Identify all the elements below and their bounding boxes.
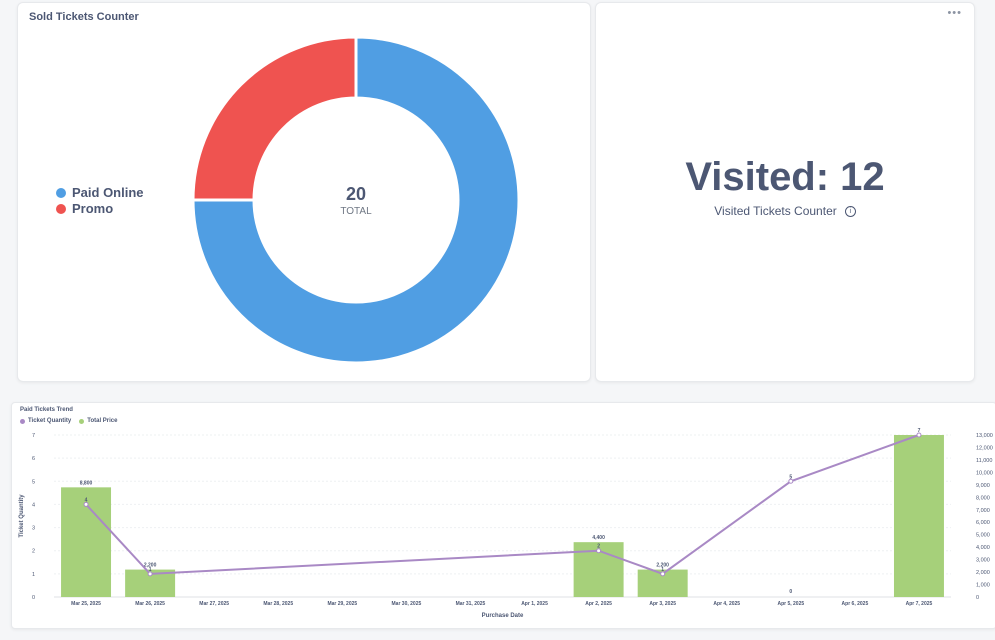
bar-value-label: 4,400 [592,535,605,541]
legend-item-total-price[interactable]: Total Price [79,418,117,424]
y-left-tick-label: 1 [32,572,35,578]
x-tick-label: Apr 6, 2025 [842,601,869,607]
info-icon[interactable]: i [844,205,856,217]
x-tick-label: Apr 5, 2025 [777,601,804,607]
y-right-tick-label: 2,000 [976,570,990,576]
legend-label-ticket-quantity: Ticket Quantity [28,418,72,424]
legend-item-paid-online[interactable]: Paid Online [56,185,144,200]
y-right-tick-label: 10,000 [976,470,993,476]
y-left-tick-label: 4 [32,502,35,508]
bar-value-label: 0 [789,589,792,595]
trend-chart: 0 1 2 3 4 5 6 7 0 1,000 2,000 3,000 4,000 5,000 6,000 7… [19,428,993,619]
y-right-tick-label: 1,000 [976,583,990,589]
y-right-tick-label: 7,000 [976,508,990,514]
y-right-tick-label: 12,000 [976,445,993,451]
x-tick-label: Apr 4, 2025 [713,601,740,607]
x-tick-label: Mar 26, 2025 [135,601,165,607]
visited-tickets-card: ••• Visited: 12 Visited Tickets Counter … [595,2,975,382]
ticket-quantity-dot-icon [20,418,25,424]
paid-online-dot-icon [56,187,66,198]
bar-value-label: 8,800 [80,480,93,486]
y-right-tick-label: 9,000 [976,483,990,489]
y-right-tick-label: 4,000 [976,545,990,551]
sold-tickets-card: Sold Tickets Counter Paid Online Promo 2… [17,2,591,382]
y-right-tick-label: 6,000 [976,520,990,526]
x-tick-label: Mar 25, 2025 [71,601,101,607]
y-left-tick-label: 5 [32,479,35,485]
bar-value-label: 2,200 [656,563,669,569]
line-value-label: 2 [597,544,600,550]
more-options-button[interactable]: ••• [947,7,962,19]
donut-slice-promo [191,35,358,202]
visited-label: Visited Tickets Counter [714,204,837,218]
paid-tickets-trend-card: Paid Tickets Trend Ticket Quantity Total… [11,402,995,629]
sold-tickets-title: Sold Tickets Counter [29,11,139,23]
ticket-quantity-line [85,434,920,575]
y-right-tick-label: 0 [976,595,979,601]
line-point-apr-5-2025 [788,478,794,484]
y-right-tick-label: 3,000 [976,558,990,564]
x-tick-label: Mar 29, 2025 [327,601,357,607]
line-value-label: 4 [85,497,88,503]
x-tick-label: Apr 1, 2025 [521,601,548,607]
bar-value-label: 2,200 [144,563,157,569]
y-right-tick-label: 8,000 [976,495,990,501]
total-price-dot-icon [79,418,85,424]
legend-label-promo: Promo [72,201,114,216]
line-point-apr-7-2025 [916,432,922,438]
legend-item-promo[interactable]: Promo [56,201,113,216]
x-tick-label: Apr 3, 2025 [649,601,676,607]
y-left-tick-label: 2 [32,549,35,555]
line-point-mar-26-2025 [147,571,153,577]
x-tick-label: Mar 27, 2025 [199,601,229,607]
donut-chart: 20 TOTAL [191,35,521,365]
y-left-tick-label: 3 [32,526,35,532]
x-tick-label: Mar 31, 2025 [456,601,486,607]
legend-label-total-price: Total Price [87,418,118,424]
y-right-tick-label: 13,000 [976,433,993,439]
line-value-label: 7 [918,428,921,434]
line-value-label: 5 [789,474,792,480]
legend-label-paid-online: Paid Online [72,185,144,200]
x-axis-title: Purchase Date [482,613,524,619]
y-left-tick-label: 7 [32,433,35,439]
y-axis-title: Ticket Quantity [19,494,25,538]
visited-value: Visited: 12 [685,155,885,199]
y-right-tick-label: 5,000 [976,533,990,539]
bar-apr-7-2025 [893,435,944,597]
donut-slice-paid-online [191,35,521,365]
visited-label-row: Visited Tickets Counter i [596,204,974,218]
x-tick-label: Mar 30, 2025 [392,601,422,607]
trend-legend: Ticket Quantity Total Price [20,418,125,424]
line-point-apr-3-2025 [660,571,666,577]
y-left-tick-label: 0 [32,595,35,601]
line-value-label: 1 [661,567,664,573]
line-point-apr-2-2025 [596,548,602,554]
donut-total-label: TOTAL [340,206,372,217]
x-tick-label: Apr 2, 2025 [585,601,612,607]
promo-dot-icon [56,203,66,214]
line-value-label: 1 [149,567,152,573]
line-point-mar-25-2025 [83,501,89,507]
y-left-tick-label: 6 [32,456,35,462]
y-right-tick-label: 11,000 [976,458,992,464]
x-tick-label: Apr 7, 2025 [906,601,933,607]
x-tick-label: Mar 28, 2025 [263,601,293,607]
trend-title: Paid Tickets Trend [20,407,73,413]
legend-item-ticket-quantity[interactable]: Ticket Quantity [20,418,71,424]
donut-total-value: 20 [346,184,366,204]
